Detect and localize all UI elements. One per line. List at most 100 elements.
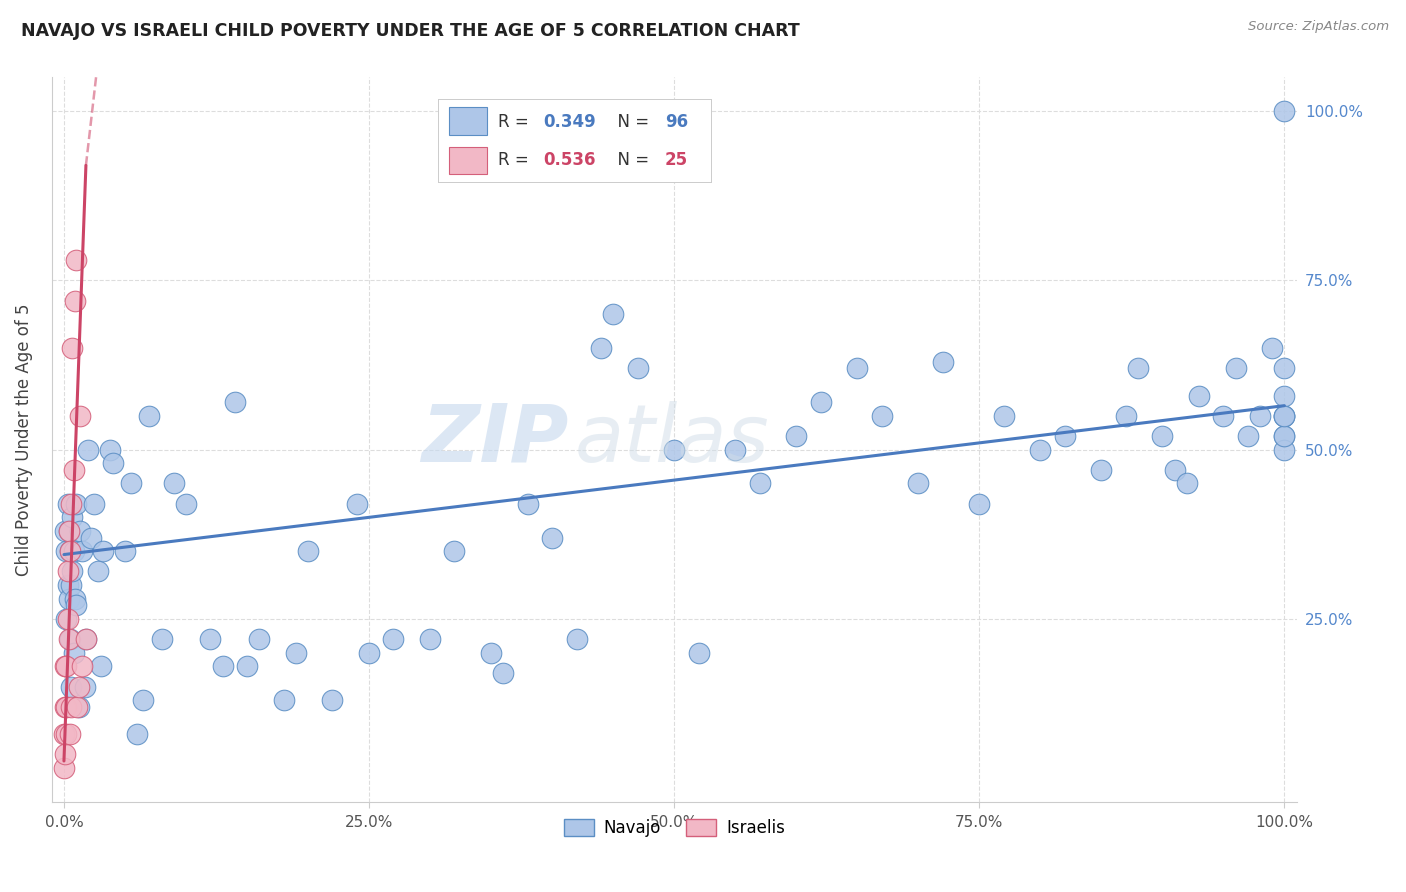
Point [1090,463,1112,477]
Point [200,632,222,647]
Point [602,307,624,321]
Point [1236,429,1258,443]
Point [236,659,259,673]
Point [60,578,83,592]
Point [98,442,121,457]
Point [62,341,84,355]
Point [163,476,186,491]
Point [931,354,953,368]
Point [127,727,149,741]
Text: NAVAJO VS ISRAELI CHILD POVERTY UNDER THE AGE OF 5 CORRELATION CHART: NAVAJO VS ISRAELI CHILD POVERTY UNDER TH… [21,22,800,40]
Point [58,632,80,647]
Point [1272,361,1295,376]
Point [907,476,929,491]
Point [67,680,90,694]
Point [63,591,86,606]
Point [58,524,80,538]
Point [80,531,103,545]
Point [58,591,80,606]
Point [59,727,82,741]
Point [1272,388,1295,402]
Point [55,699,77,714]
Point [541,531,564,545]
Point [65,599,87,613]
Point [91,544,114,558]
Point [69,409,91,423]
Point [748,476,770,491]
Text: ZIP: ZIP [420,401,568,478]
Point [1188,388,1211,402]
Point [357,646,380,660]
Point [138,409,160,423]
Point [59,544,82,558]
Text: atlas: atlas [575,401,769,478]
Point [132,693,155,707]
Point [62,544,84,558]
Point [724,442,747,457]
Point [52,761,75,775]
Point [516,497,538,511]
Point [1225,361,1247,376]
Point [120,476,142,491]
Point [224,395,246,409]
Point [58,524,80,538]
Point [1152,429,1174,443]
Point [62,463,84,477]
Point [53,747,76,762]
Point [443,544,465,558]
Point [1272,442,1295,457]
Point [1029,442,1052,457]
Point [1115,409,1137,423]
Point [59,632,82,647]
Point [1053,429,1076,443]
Point [967,497,990,511]
Point [1272,409,1295,423]
Point [247,632,270,647]
Point [72,659,94,673]
Point [114,544,136,558]
Point [1272,104,1295,119]
Point [67,699,90,714]
Point [1175,476,1198,491]
Point [382,632,405,647]
Point [1163,463,1185,477]
Point [52,727,75,741]
Point [321,693,343,707]
Point [150,632,173,647]
Point [101,456,124,470]
Point [75,632,97,647]
Point [846,361,869,376]
Point [53,524,76,538]
Point [69,524,91,538]
Point [273,693,295,707]
Point [90,659,112,673]
Point [1272,409,1295,423]
Point [63,293,86,308]
Point [492,665,515,680]
Point [688,646,710,660]
Point [60,680,83,694]
Point [73,680,96,694]
Point [55,544,77,558]
Point [211,659,233,673]
Point [59,544,82,558]
Point [65,253,87,268]
Point [662,442,685,457]
Point [56,497,79,511]
Point [1272,429,1295,443]
Point [479,646,502,660]
Point [565,632,588,647]
Point [77,442,100,457]
Point [56,565,79,579]
Point [55,727,77,741]
Point [66,699,89,714]
Point [65,497,87,511]
Point [626,361,648,376]
Point [60,497,83,511]
Point [62,565,84,579]
Point [993,409,1015,423]
Point [284,646,307,660]
Point [1249,409,1271,423]
Legend: Navajo, Israelis: Navajo, Israelis [557,813,792,844]
Point [83,497,105,511]
